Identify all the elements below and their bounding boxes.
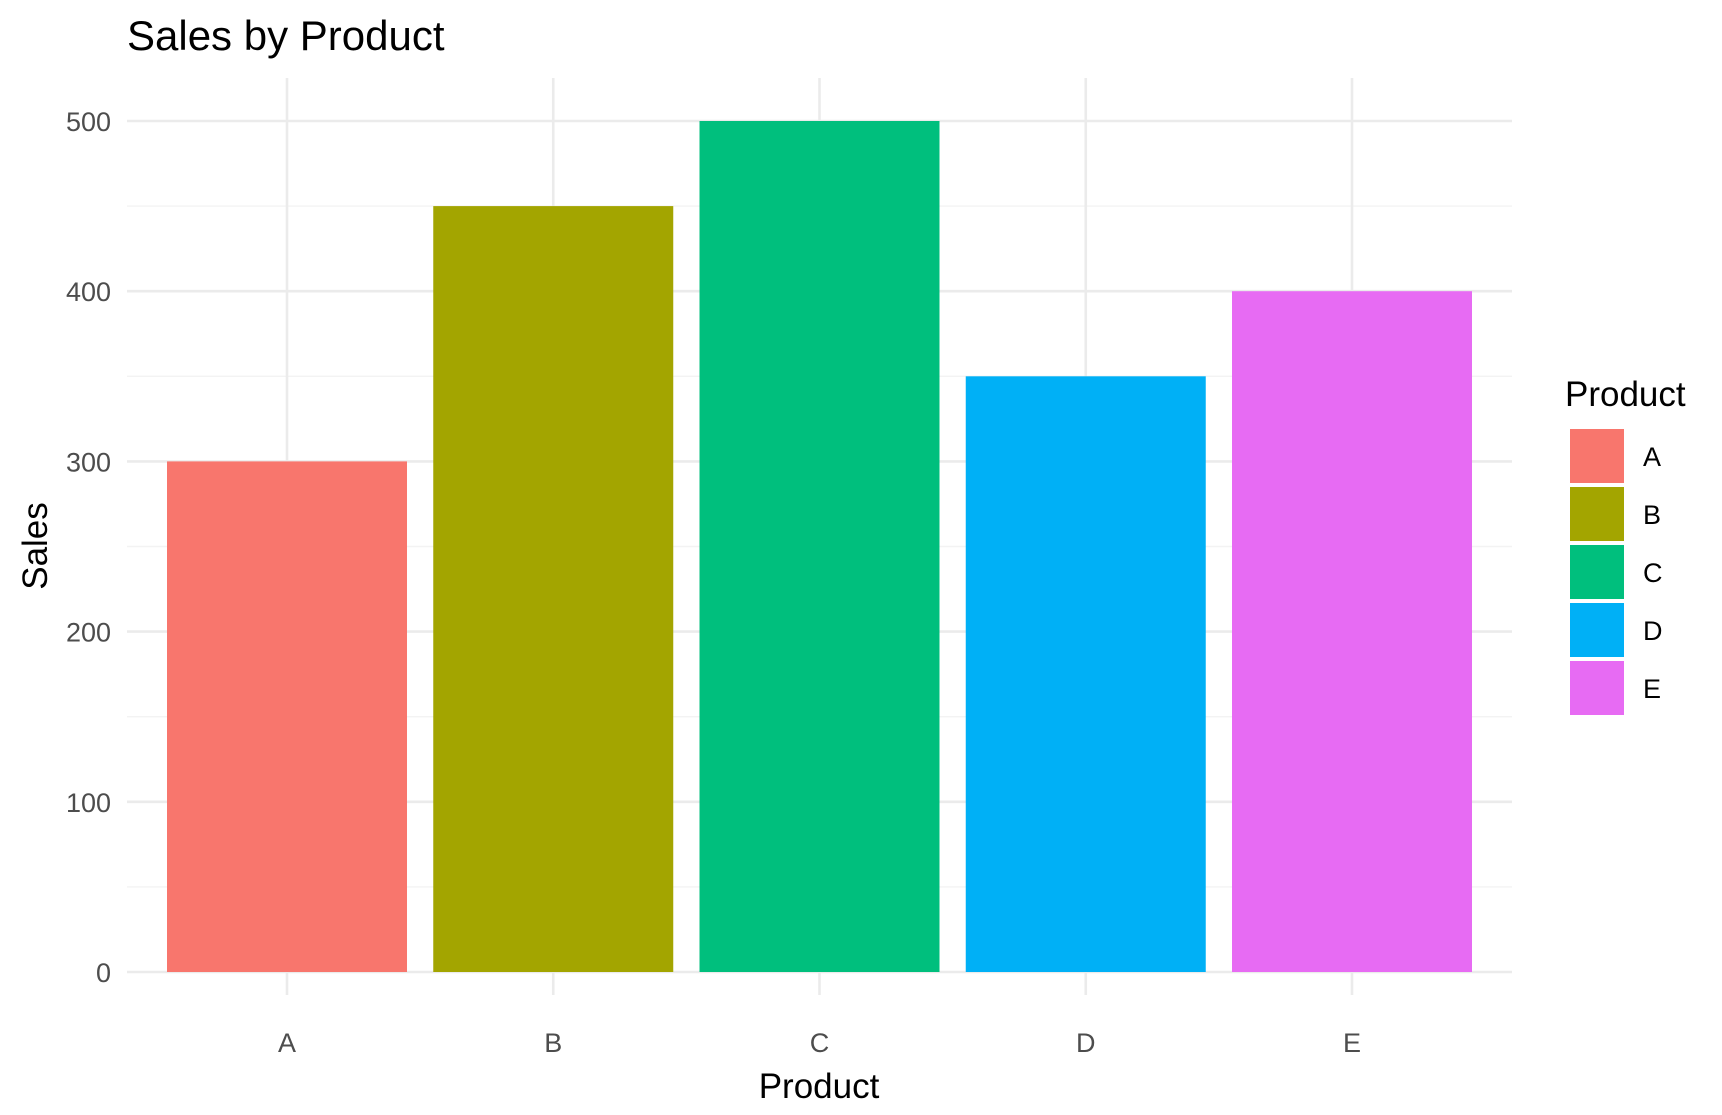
legend-key-c <box>1570 545 1624 599</box>
x-tick-label: B <box>544 1028 562 1058</box>
x-axis-ticks: A B C D E <box>278 1028 1361 1058</box>
bar-b <box>433 206 674 973</box>
x-tick-label: D <box>1076 1028 1096 1058</box>
y-tick-label: 400 <box>66 277 111 307</box>
legend-key-b <box>1570 487 1624 541</box>
x-tick-label: C <box>810 1028 830 1058</box>
legend-label: E <box>1643 674 1661 704</box>
legend-key-e <box>1570 661 1624 715</box>
y-axis-title: Sales <box>16 502 55 590</box>
y-tick-label: 300 <box>66 447 111 477</box>
legend-label: B <box>1643 500 1661 530</box>
y-tick-label: 200 <box>66 618 111 648</box>
y-axis-ticks: 0 100 200 300 400 500 <box>66 107 111 988</box>
bar-c <box>699 121 940 972</box>
legend-key-a <box>1570 429 1624 483</box>
legend-label: D <box>1643 616 1663 646</box>
x-tick-label: E <box>1343 1028 1361 1058</box>
y-tick-label: 100 <box>66 788 111 818</box>
legend-title: Product <box>1565 375 1686 414</box>
legend-label: C <box>1643 558 1663 588</box>
legend-key-d <box>1570 603 1624 657</box>
x-tick-label: A <box>278 1028 296 1058</box>
x-axis-title: Product <box>759 1067 880 1106</box>
y-tick-label: 0 <box>96 958 111 988</box>
bar-d <box>965 376 1206 972</box>
legend-label: A <box>1643 442 1661 472</box>
y-tick-label: 500 <box>66 107 111 137</box>
chart-title: Sales by Product <box>127 12 445 59</box>
bar-a <box>167 461 407 972</box>
bar-e <box>1232 291 1472 972</box>
bars <box>167 121 1472 973</box>
